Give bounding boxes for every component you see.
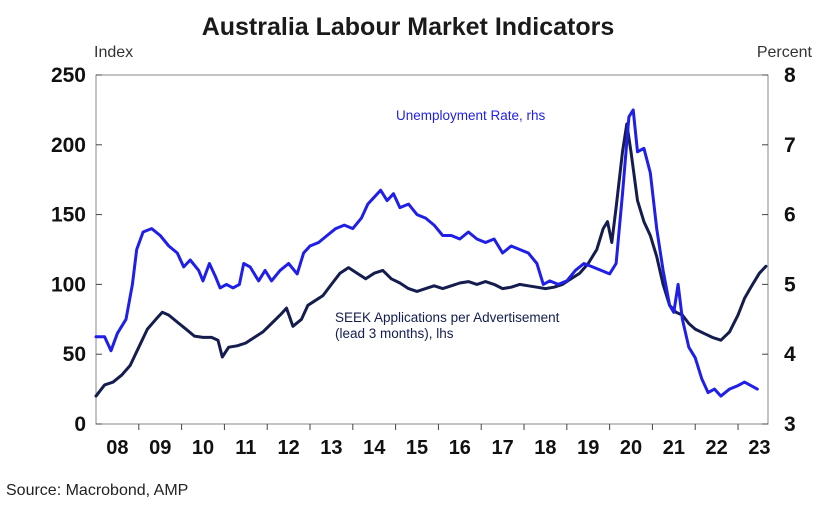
y-right-axis: 3 4 5 6 7 8: [762, 64, 796, 436]
x-tick-label: 09: [149, 437, 171, 459]
x-tick-label: 17: [491, 437, 513, 459]
x-tick-label: 23: [748, 437, 770, 459]
y-right-tick-label: 6: [784, 204, 796, 227]
y-right-tick-label: 4: [784, 343, 796, 366]
x-tick-label: 15: [406, 437, 428, 459]
y-right-tick-label: 7: [784, 134, 796, 157]
y-left-tick-label: 50: [63, 343, 86, 366]
seek-applications-line: [94, 122, 768, 398]
seek-annotation-line-1: SEEK Applications per Advertisement: [335, 310, 560, 325]
y-left-unit-label: Index: [94, 44, 133, 61]
y-right-tick-label: 5: [784, 273, 796, 296]
plot-area: [95, 74, 769, 425]
y-left-axis: 0 50 100 150 200 250: [51, 64, 102, 436]
unemployment-rate-line: [94, 108, 759, 398]
source-note: Source: Macrobond, AMP: [6, 482, 189, 499]
y-left-tick-label: 100: [51, 273, 86, 296]
x-tick-label: 20: [620, 437, 642, 459]
y-right-tick-label: 3: [784, 413, 796, 436]
x-tick-label: 10: [192, 437, 214, 459]
x-tick-label: 19: [577, 437, 599, 459]
y-right-unit-label: Percent: [757, 44, 813, 61]
x-tick-label: 08: [106, 437, 128, 459]
x-tick-label: 14: [363, 437, 386, 459]
y-left-tick-label: 250: [51, 64, 86, 87]
unemployment-rate-annotation: Unemployment Rate, rhs: [396, 108, 546, 123]
x-tick-label: 11: [235, 437, 256, 459]
chart: Australia Labour Market Indicators Index…: [51, 13, 813, 459]
seek-annotation-line-2: (lead 3 months), lhs: [335, 326, 454, 341]
x-tick-label: 12: [277, 437, 299, 459]
x-tick-label: 13: [320, 437, 342, 459]
x-tick-label: 21: [663, 437, 685, 459]
y-right-tick-label: 8: [784, 64, 796, 87]
y-left-tick-label: 150: [51, 204, 86, 227]
y-left-tick-label: 200: [51, 134, 86, 157]
x-tick-label: 16: [449, 437, 471, 459]
x-tick-label: 22: [706, 437, 728, 459]
chart-title: Australia Labour Market Indicators: [202, 13, 615, 41]
y-left-tick-label: 0: [74, 413, 86, 436]
x-axis: 08 09 10 11 12 13 14 15 16 17 18 19 20 21 22 23: [106, 424, 771, 459]
x-tick-label: 18: [534, 437, 556, 459]
